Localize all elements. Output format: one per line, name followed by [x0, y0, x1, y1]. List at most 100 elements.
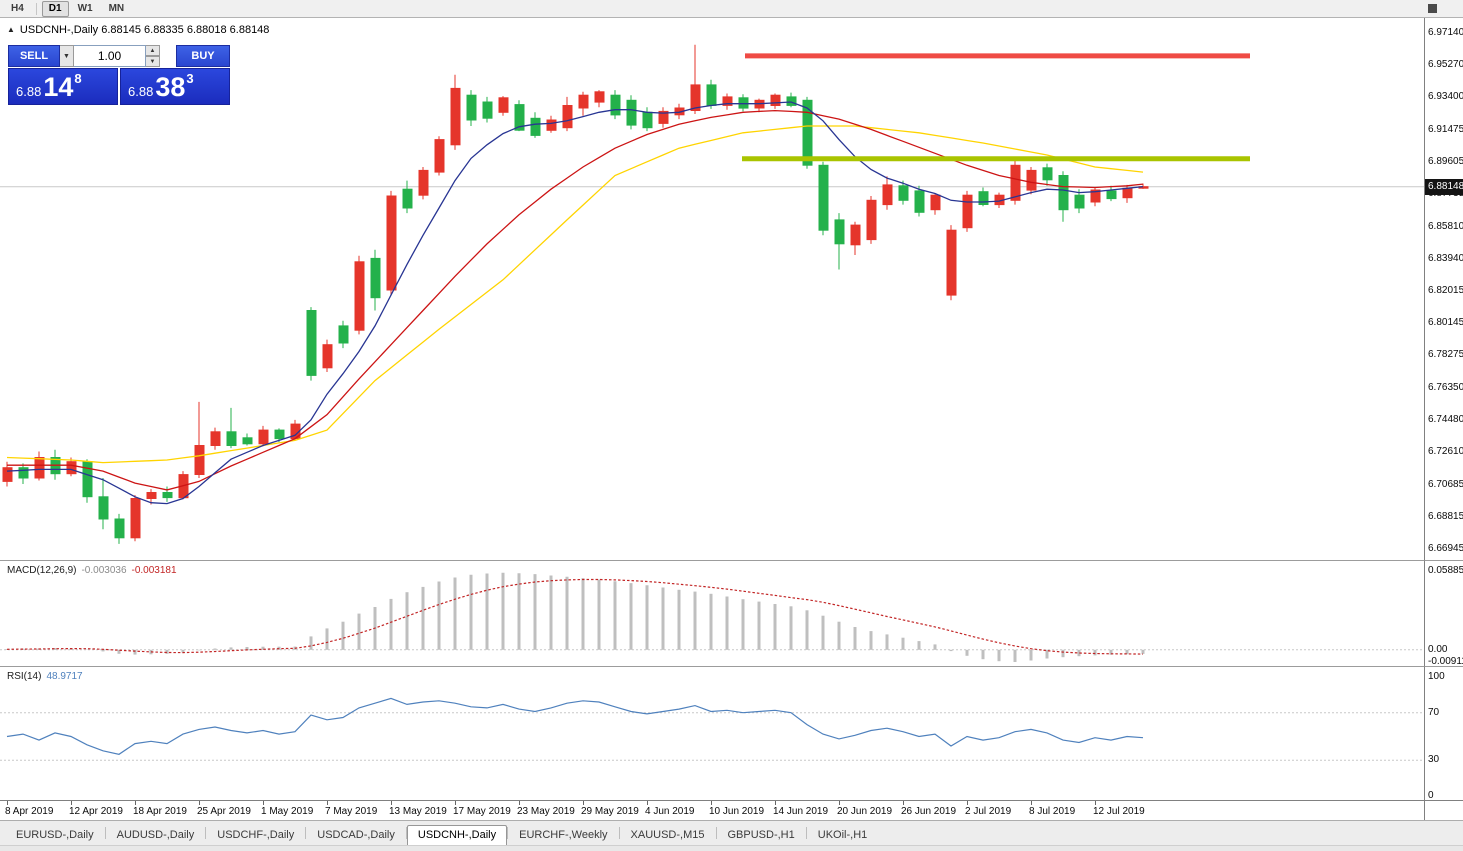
candle-body	[354, 261, 365, 331]
macd-canvas[interactable]	[0, 561, 1424, 667]
candle-body	[578, 94, 589, 109]
period-button-w1[interactable]: W1	[77, 2, 93, 14]
time-axis-label: 1 May 2019	[261, 806, 314, 817]
rsi-axis-label: 70	[1428, 707, 1440, 718]
volume-input[interactable]: 1.00	[74, 45, 146, 67]
candle-body	[194, 445, 205, 475]
time-axis-tick	[967, 801, 968, 805]
rsi-axis[interactable]: 100 70 30 0	[1424, 666, 1463, 801]
candle-body	[402, 188, 413, 209]
time-axis-tick	[839, 801, 840, 805]
candle-body	[722, 96, 733, 106]
price-axis-label: 6.76350	[1428, 382, 1463, 393]
period-button-d1[interactable]: D1	[41, 0, 69, 17]
candle-body	[898, 185, 909, 201]
one-click-trading-panel: SELL ▼ 1.00 ▲ ▼ BUY 6.88 14 8 6.88 38	[8, 45, 230, 105]
chart-tab-audusd-daily[interactable]: AUDUSD-,Daily	[116, 829, 195, 841]
buy-price-button[interactable]: 6.88 38 3	[120, 68, 230, 105]
macd-title-text: MACD(12,26,9)	[7, 565, 77, 576]
ma-yellow-line	[6, 125, 1144, 464]
sell-price-sup: 8	[74, 71, 82, 86]
time-axis-tick	[519, 801, 520, 805]
macd-axis-label: -0.009116	[1428, 656, 1463, 667]
volume-stepper: ▲ ▼	[146, 45, 160, 67]
chart-title: ▲ USDCNH-,Daily 6.88145 6.88335 6.88018 6…	[7, 24, 269, 36]
chart-tab-usdcnh-daily[interactable]: USDCNH-,Daily	[406, 825, 508, 845]
sell-price-button[interactable]: 6.88 14 8	[8, 68, 118, 105]
candle-body	[34, 457, 45, 479]
toolbar-marker-icon	[1428, 4, 1437, 13]
candle-body	[802, 99, 813, 166]
time-axis-label: 8 Jul 2019	[1029, 806, 1076, 817]
time-axis-label: 4 Jun 2019	[645, 806, 695, 817]
volume-dropdown-icon[interactable]: ▼	[60, 45, 74, 67]
time-axis[interactable]: 8 Apr 2019 12 Apr 2019 18 Apr 2019 25 Apr 2…	[0, 800, 1424, 820]
macd-axis-label: 0.058851	[1428, 565, 1463, 576]
candle-body	[690, 84, 701, 112]
time-axis-tick	[775, 801, 776, 805]
buy-price-sup: 3	[186, 71, 194, 86]
time-axis-label: 26 Jun 2019	[901, 806, 957, 817]
price-axis-label: 6.72610	[1428, 446, 1463, 457]
chart-tab-eurchf-weekly[interactable]: EURCHF-,Weekly	[519, 829, 608, 841]
chart-tab-usdcad-daily[interactable]: USDCAD-,Daily	[317, 829, 395, 841]
macd-axis[interactable]: 0.058851 0.00-0.009116	[1424, 560, 1463, 667]
candle-body	[242, 437, 253, 445]
price-axis-label: 6.85810	[1428, 221, 1463, 232]
macd-panel[interactable]: MACD(12,26,9) -0.003036 -0.003181	[0, 560, 1424, 666]
chart-tab-usdchf-daily[interactable]: USDCHF-,Daily	[217, 829, 295, 841]
candle-body	[610, 94, 621, 116]
rsi-canvas[interactable]	[0, 667, 1424, 801]
candle-body	[210, 431, 221, 446]
time-axis-tick	[1095, 801, 1096, 805]
price-chart-panel[interactable]: ▲ USDCNH-,Daily 6.88145 6.88335 6.88018 6…	[0, 18, 1424, 560]
time-axis-tick	[583, 801, 584, 805]
rsi-line	[6, 697, 1144, 755]
candle-body	[114, 518, 125, 539]
volume-up-icon[interactable]: ▲	[146, 45, 160, 56]
tab-separator	[507, 827, 509, 839]
candle-body	[514, 104, 525, 131]
chart-tab-xauusd-m15[interactable]: XAUUSD-,M15	[630, 829, 705, 841]
period-button-mn[interactable]: MN	[108, 2, 125, 14]
chart-tabs-bar: EURUSD-,Daily AUDUSD-,Daily USDCHF-,Daily U…	[0, 820, 1463, 845]
chart-tab-ukoil-h1[interactable]: UKOil-,H1	[817, 829, 868, 841]
candle-body	[386, 195, 397, 291]
macd-signal-line	[6, 578, 1144, 655]
rsi-panel[interactable]: RSI(14) 48.9717	[0, 666, 1424, 800]
time-axis-tick	[263, 801, 264, 805]
time-axis-tick	[647, 801, 648, 805]
collapse-panel-icon[interactable]: ▲	[7, 25, 15, 34]
candle-body	[466, 94, 477, 121]
tab-separator	[405, 827, 407, 839]
candle-body	[978, 191, 989, 205]
ma-blue-line	[6, 101, 1144, 505]
price-axis[interactable]: 6.971406.952706.934006.914756.896056.877…	[1424, 18, 1463, 560]
candle-body	[594, 91, 605, 103]
candles	[2, 44, 1149, 544]
price-chart-canvas[interactable]	[0, 18, 1424, 560]
time-axis-label: 20 Jun 2019	[837, 806, 893, 817]
volume-down-icon[interactable]: ▼	[146, 56, 160, 67]
candle-body	[658, 110, 669, 124]
time-axis-label: 7 May 2019	[325, 806, 378, 817]
chart-tab-gbpusd-h1[interactable]: GBPUSD-,H1	[727, 829, 795, 841]
candle-body	[338, 325, 349, 344]
macd-histogram	[5, 572, 1145, 662]
chart-tab-eurusd-daily[interactable]: EURUSD-,Daily	[16, 829, 94, 841]
current-price-badge: 6.88148	[1425, 179, 1463, 195]
toolbar-separator	[35, 2, 37, 15]
candle-body	[1090, 189, 1101, 203]
period-toolbar: H4 D1 W1 MN	[0, 0, 1463, 18]
time-axis-tick	[327, 801, 328, 805]
period-buttons: H4 D1 W1 MN	[3, 0, 132, 17]
price-axis-label: 6.66945	[1428, 543, 1463, 554]
time-axis-label: 2 Jul 2019	[965, 806, 1012, 817]
tab-separator	[805, 827, 807, 839]
buy-button[interactable]: BUY	[176, 45, 230, 67]
candle-body	[786, 96, 797, 106]
sell-button[interactable]: SELL	[8, 45, 60, 67]
period-button-h4[interactable]: H4	[11, 2, 24, 14]
time-axis-tick	[71, 801, 72, 805]
rsi-title: RSI(14) 48.9717	[7, 671, 83, 682]
